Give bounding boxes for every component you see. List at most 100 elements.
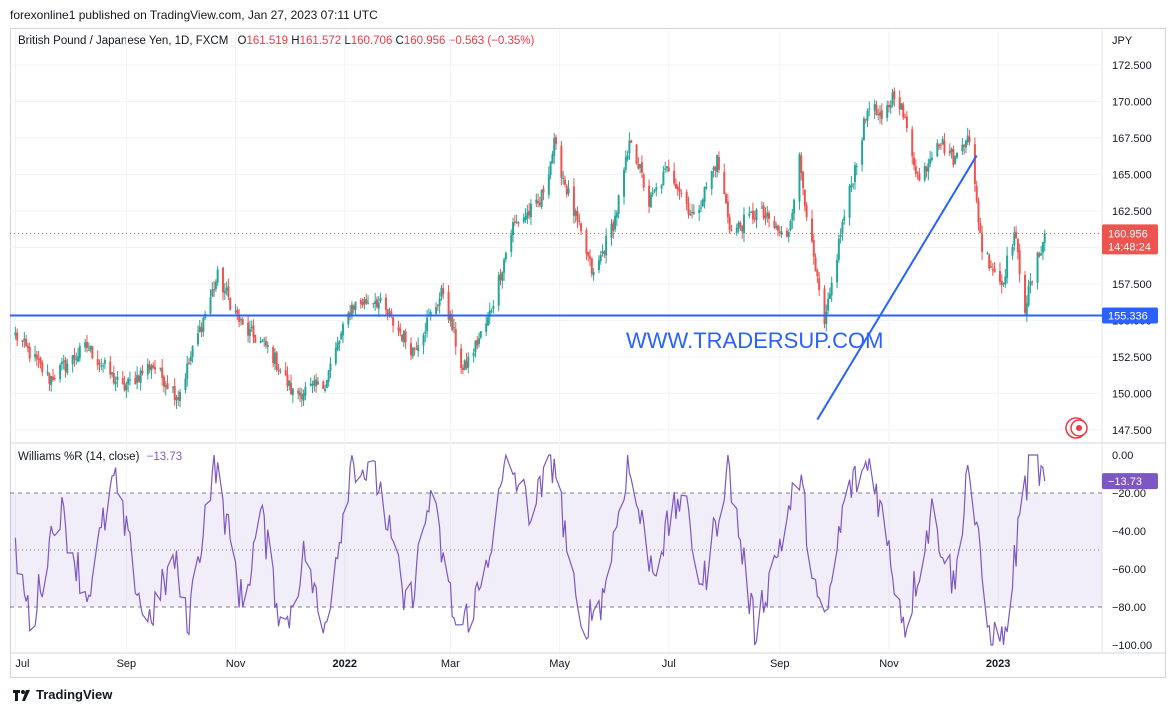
- candle-body: [501, 272, 504, 281]
- candle-body: [612, 222, 615, 231]
- candle-body: [929, 159, 932, 165]
- candle-body: [488, 310, 491, 317]
- candle-body: [388, 312, 391, 314]
- footer-brand[interactable]: TradingView: [12, 687, 112, 702]
- candle-body: [852, 183, 855, 185]
- wr-line: [14, 452, 1046, 646]
- candle-body: [234, 310, 237, 312]
- high-value: 161.572: [299, 35, 342, 47]
- brand-name: TradingView: [36, 687, 113, 702]
- watermark-text: WWW.TRADERSUP.COM: [626, 328, 883, 353]
- candle-body: [798, 154, 801, 202]
- candle-body: [51, 376, 54, 380]
- candle-body: [590, 258, 593, 274]
- candle-body: [735, 227, 738, 233]
- candle-body: [836, 259, 839, 283]
- candle-body: [605, 235, 608, 256]
- target-icon[interactable]: [1065, 417, 1088, 439]
- candle-body: [614, 215, 617, 230]
- candle-body: [62, 360, 65, 362]
- candle-body: [585, 230, 588, 254]
- candle-body: [768, 213, 771, 220]
- candle-body: [424, 331, 427, 334]
- candle-body: [26, 345, 29, 349]
- candle-body: [146, 364, 149, 375]
- candle-body: [873, 104, 876, 111]
- candle-body: [196, 333, 199, 345]
- candle-body: [998, 271, 1001, 282]
- candle-body: [886, 105, 889, 118]
- candle-body: [748, 213, 751, 216]
- candle-body: [751, 210, 754, 220]
- candles-group: [14, 87, 1046, 409]
- candle-body: [712, 167, 715, 170]
- price-tick-label: 157.500: [1112, 279, 1152, 291]
- candle-body: [50, 375, 53, 386]
- candle-body: [125, 385, 128, 391]
- candle-body: [361, 301, 364, 306]
- candle-body: [114, 381, 117, 385]
- indicator-legend: Williams %R (14, close) −13.73: [18, 451, 182, 463]
- candle-body: [352, 305, 355, 310]
- candle-body: [275, 352, 278, 370]
- candle-body: [77, 356, 80, 362]
- candle-body: [247, 322, 250, 336]
- change-value: −0.563 (−0.35%): [448, 35, 535, 47]
- candle-body: [893, 90, 896, 99]
- candle-body: [977, 200, 980, 223]
- candle-body: [214, 281, 217, 290]
- target-icon-dot: [1076, 425, 1082, 431]
- candle-body: [1015, 231, 1018, 238]
- candle-body: [401, 334, 404, 341]
- candle-body: [601, 251, 604, 254]
- candle-body: [524, 216, 527, 220]
- candle-body: [553, 138, 556, 156]
- price-tick-label: 152.500: [1112, 352, 1152, 364]
- candle-body: [555, 137, 557, 144]
- candle-body: [341, 324, 344, 336]
- candle-body: [630, 140, 633, 143]
- candle-body: [154, 367, 157, 370]
- time-tick-label: Jul: [662, 658, 676, 670]
- candle-body: [340, 333, 343, 340]
- candle-body: [374, 301, 377, 304]
- candle-body: [503, 259, 506, 273]
- candle-body: [850, 184, 853, 188]
- symbol-title[interactable]: British Pound / Japanese Yen, 1D, FXCM: [18, 35, 229, 47]
- candle-body: [665, 166, 668, 168]
- candle-body: [880, 110, 883, 119]
- candle-body: [311, 383, 314, 386]
- candle-body: [678, 188, 681, 192]
- candle-body: [465, 361, 468, 369]
- candle-body: [78, 346, 81, 359]
- candle-body: [338, 341, 341, 344]
- time-tick-label: Mar: [441, 658, 460, 670]
- candle-body: [486, 317, 489, 326]
- candle-body: [739, 222, 742, 227]
- support-line-label-bg: [1102, 307, 1158, 324]
- candle-body: [375, 299, 378, 308]
- candle-body: [764, 215, 767, 219]
- candle-body: [411, 347, 414, 357]
- candle-body: [202, 317, 205, 333]
- candle-body: [179, 391, 182, 402]
- candle-body: [454, 329, 457, 347]
- candle-body: [513, 221, 516, 223]
- time-tick-label: Nov: [879, 658, 899, 670]
- candle-body: [103, 360, 106, 364]
- candle-body: [580, 223, 583, 232]
- indicator-label[interactable]: Williams %R (14, close): [18, 451, 140, 463]
- candle-body: [21, 340, 24, 343]
- candle-body: [161, 367, 164, 379]
- candle-body: [137, 375, 140, 382]
- candle-body: [655, 187, 658, 191]
- candle-body: [526, 212, 529, 219]
- candle-body: [288, 380, 291, 386]
- candle-body: [936, 143, 939, 157]
- candle-body: [34, 354, 37, 358]
- candle-body: [742, 214, 745, 234]
- last-price-label-bg: [1102, 224, 1158, 255]
- candle-body: [725, 194, 728, 204]
- candle-body: [510, 234, 513, 252]
